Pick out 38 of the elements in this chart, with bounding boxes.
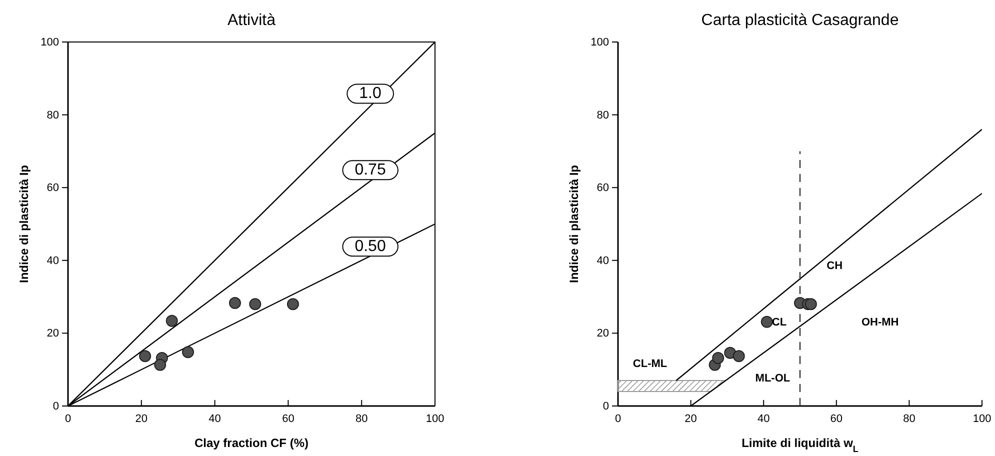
x-tick-label: 80 [355,412,368,425]
annotation: CH [826,260,843,272]
series-label: 0.75 [354,162,386,179]
x-tick-label: 60 [282,412,294,425]
y-axis-title: Indice di plasticità Ip [17,164,31,284]
y-tick-label: 80 [46,109,59,122]
annotation: ML-OL [755,372,790,385]
x-axis-title: Clay fraction CF (%) [194,436,309,450]
x-tick-label: 80 [903,412,916,425]
series-label: 1.0 [359,85,382,102]
y-tick-label: 0 [52,400,59,413]
x-tick-label: 40 [208,412,221,425]
y-tick-label: 20 [596,328,609,340]
annotation: OH-MH [861,316,899,329]
chart-title: Attività [227,12,276,29]
annotation: CL-ML [632,358,668,370]
x-tick-label: 100 [972,412,992,425]
y-tick-label: 0 [602,400,609,413]
x-axis-title: Limite di liquidità w$_{L}$ [742,436,859,454]
x-tick-label: 20 [684,412,697,425]
chart-title: Carta plasticità Casagrande [701,12,899,29]
y-tick-label: 40 [46,254,59,267]
y-tick-label: 40 [596,254,609,267]
y-axis-title: Indice di plasticità Ip [567,164,581,284]
y-tick-label: 100 [590,36,609,49]
y-tick-label: 20 [46,328,59,340]
x-tick-label: 0 [614,412,622,425]
x-tick-label: 20 [135,412,148,425]
x-tick-label: 40 [757,412,770,425]
y-tick-label: 80 [596,109,609,122]
y-tick-label: 60 [46,182,59,194]
x-tick-label: 100 [426,412,444,425]
y-tick-label: 60 [596,182,609,194]
annotation: CL [772,316,787,329]
x-tick-label: 0 [64,412,72,425]
y-tick-label: 100 [40,36,59,49]
series-label: 0.50 [354,238,386,256]
x-tick-label: 60 [830,412,843,425]
